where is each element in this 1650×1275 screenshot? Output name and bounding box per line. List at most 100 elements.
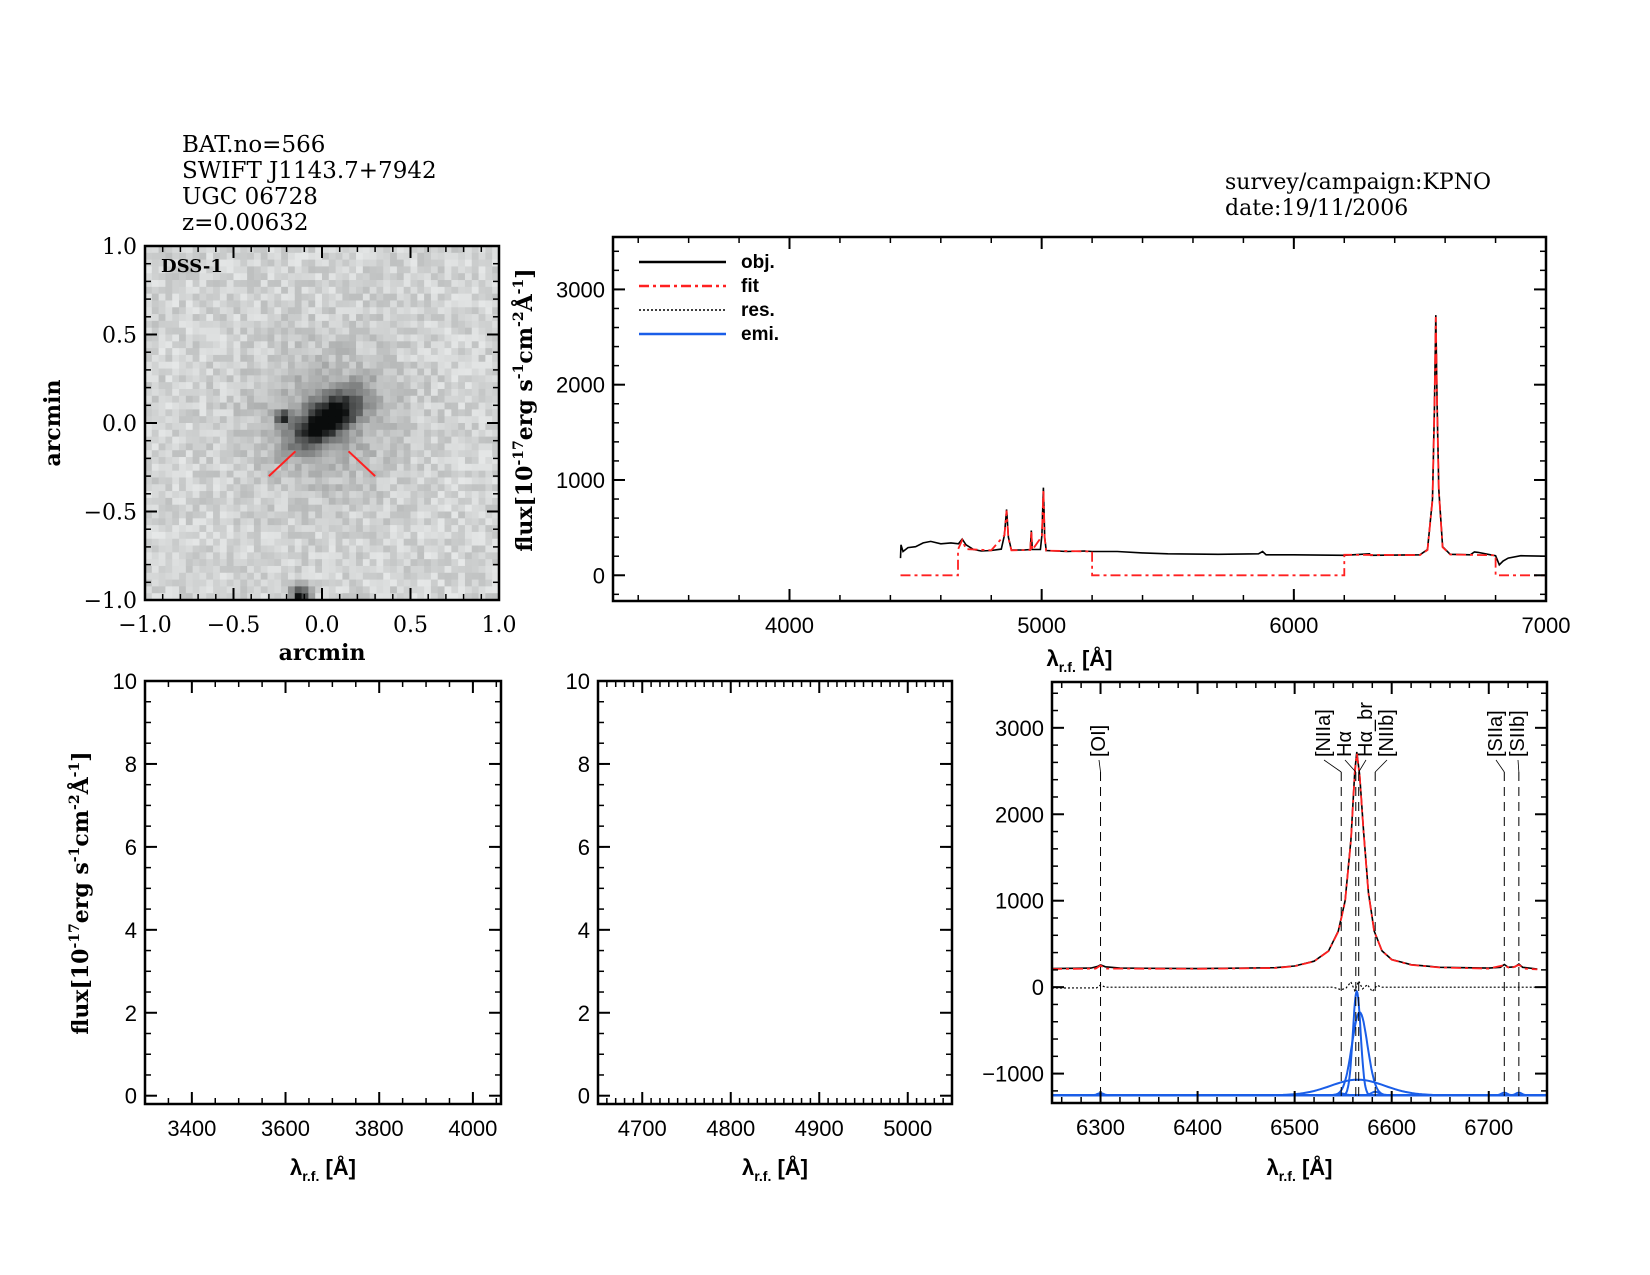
dss-pixel — [165, 511, 173, 519]
dss-pixel — [464, 477, 473, 485]
dss-pixel — [158, 470, 166, 478]
dss-pixel — [253, 484, 262, 492]
dss-pixel — [274, 477, 282, 485]
dss-pixel — [390, 457, 398, 465]
dss-pixel — [322, 307, 330, 315]
dss-pixel — [383, 320, 391, 329]
dss-pixel — [424, 307, 432, 315]
dss-pixel — [417, 354, 425, 363]
dss-pixel — [260, 368, 268, 376]
dss-pixel — [471, 354, 479, 363]
dss-pixel — [151, 491, 160, 499]
dss-pixel — [322, 470, 330, 478]
dss-pixel — [356, 334, 364, 342]
dss-pixel — [274, 457, 282, 465]
dss-pixel — [342, 409, 350, 417]
dss-pixel — [464, 402, 473, 410]
label-part: flux[10 — [68, 949, 94, 1035]
dss-pixel — [478, 443, 486, 451]
dss-pixel — [322, 382, 330, 390]
dss-pixel — [274, 450, 282, 458]
dss-pixel — [464, 443, 473, 451]
dss-pixel — [328, 354, 337, 363]
dss-pixel — [274, 286, 282, 295]
dss-pixel — [219, 286, 228, 295]
dss-pixel — [294, 286, 302, 295]
dss-pixel — [444, 531, 452, 540]
dss-pixel — [437, 273, 445, 281]
dss-pixel — [301, 586, 309, 594]
dss-pixel — [410, 559, 418, 567]
dss-pixel — [287, 470, 296, 478]
dss-pixel — [165, 402, 173, 410]
dss-pixel — [356, 572, 364, 580]
dss-pixel — [158, 552, 166, 560]
dss-pixel — [192, 354, 200, 363]
dss-pixel — [240, 273, 248, 281]
dss-pixel — [335, 586, 343, 594]
dss-pixel — [349, 579, 357, 587]
dss-pixel — [478, 327, 486, 335]
dss-pixel — [356, 593, 364, 600]
dss-pixel — [165, 273, 173, 281]
dss-pixel — [390, 259, 398, 267]
dss-pixel — [226, 477, 234, 485]
dss-pixel — [206, 443, 214, 451]
dss-pixel — [349, 423, 357, 431]
dss-pixel — [437, 354, 445, 363]
dss-pixel — [253, 538, 262, 546]
dss-pixel — [206, 545, 214, 553]
dss-pixel — [356, 491, 364, 499]
dss-pixel — [390, 545, 398, 553]
dss-pixel — [349, 491, 357, 499]
dss-pixel — [417, 470, 425, 478]
dss-pixel — [253, 463, 262, 472]
dss-pixel — [362, 354, 371, 363]
dss-pixel — [281, 565, 289, 574]
dss-pixel — [206, 327, 214, 335]
dss-pixel — [396, 593, 405, 600]
dss-pixel — [403, 259, 411, 267]
dss-pixel — [356, 565, 364, 574]
dss-pixel — [328, 375, 337, 383]
dss-pixel — [233, 518, 241, 526]
dss-pixel — [396, 525, 405, 533]
dss-pixel — [240, 491, 248, 499]
dss-pixel — [417, 423, 425, 431]
dss-pixel — [403, 334, 411, 342]
dss-pixel — [240, 518, 248, 526]
dss-pixel — [362, 504, 371, 512]
y-tick-label: 0 — [593, 563, 605, 588]
dss-pixel — [417, 429, 425, 438]
dss-pixel — [260, 586, 268, 594]
dss-pixel — [369, 531, 377, 540]
dss-pixel — [478, 293, 486, 301]
dss-pixel — [294, 463, 302, 472]
dss-pixel — [294, 518, 302, 526]
dss-pixel — [199, 429, 207, 438]
dss-pixel — [287, 504, 296, 512]
dss-pixel — [383, 341, 391, 349]
label-part: cm — [68, 810, 94, 847]
dss-pixel — [233, 395, 241, 403]
dss-pixel — [328, 402, 337, 410]
dss-pixel — [451, 286, 459, 295]
dss-pixel — [151, 545, 160, 553]
dss-pixel — [281, 327, 289, 335]
dss-pixel — [226, 382, 234, 390]
dss-pixel — [349, 497, 357, 506]
dss-pixel — [233, 307, 241, 315]
line-marker-connector — [1344, 759, 1357, 773]
dss-pixel — [233, 348, 241, 356]
dss-pixel — [172, 470, 180, 478]
dss-pixel — [165, 314, 173, 322]
dss-pixel — [403, 375, 411, 383]
dss-pixel — [430, 450, 439, 458]
dss-pixel — [172, 525, 180, 533]
dss-pixel — [267, 436, 275, 444]
dss-pixel — [458, 259, 466, 267]
dss-pixel — [444, 565, 452, 574]
dss-pixel — [492, 491, 499, 499]
dss-pixel — [492, 361, 499, 369]
